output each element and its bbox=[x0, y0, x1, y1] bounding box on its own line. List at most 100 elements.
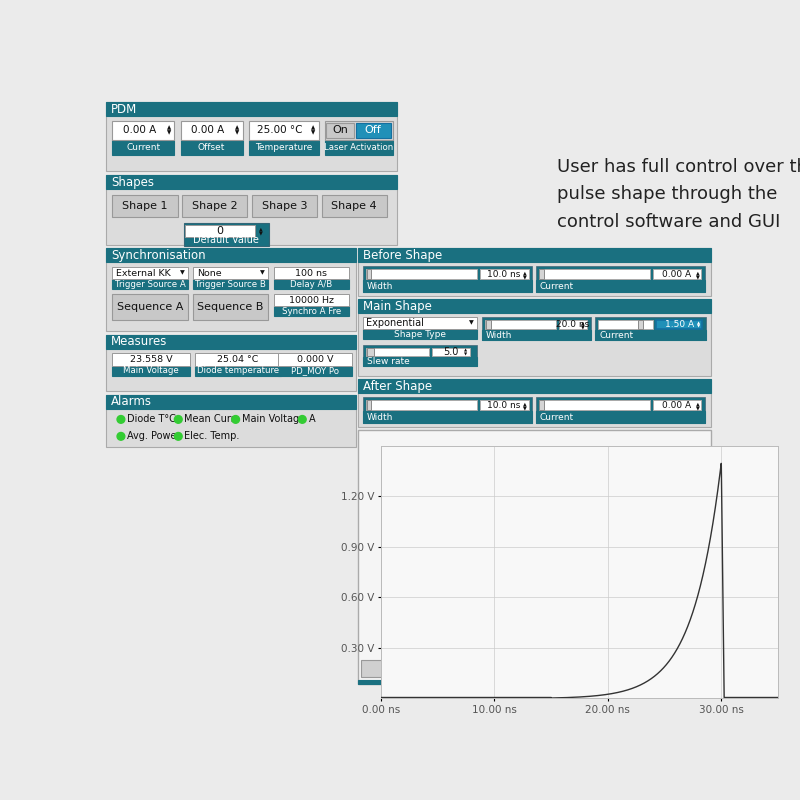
Text: Before Shape: Before Shape bbox=[362, 249, 442, 262]
Bar bbox=[482, 317, 590, 340]
Bar bbox=[106, 175, 397, 245]
Text: Sequence B: Sequence B bbox=[198, 302, 264, 312]
Text: Alarms: Alarms bbox=[111, 395, 152, 408]
Bar bbox=[325, 121, 393, 140]
Bar bbox=[657, 320, 702, 330]
Bar bbox=[653, 270, 702, 279]
Bar bbox=[638, 320, 642, 330]
Text: ▼: ▼ bbox=[167, 130, 171, 135]
Text: Shapes: Shapes bbox=[111, 176, 154, 189]
Text: ▲: ▲ bbox=[696, 401, 699, 406]
Text: ▼: ▼ bbox=[464, 352, 467, 356]
Text: ▼: ▼ bbox=[523, 274, 526, 279]
Text: 0.00 A: 0.00 A bbox=[123, 126, 156, 135]
Text: ▼: ▼ bbox=[311, 130, 315, 135]
Bar bbox=[485, 320, 557, 330]
Bar bbox=[322, 195, 386, 217]
Text: ▼: ▼ bbox=[697, 325, 700, 329]
Bar bbox=[595, 317, 706, 340]
Bar bbox=[653, 400, 702, 410]
Bar bbox=[195, 353, 281, 366]
Bar bbox=[366, 400, 478, 410]
Text: ▲: ▲ bbox=[235, 126, 239, 130]
Bar bbox=[362, 357, 478, 366]
Text: None: None bbox=[197, 269, 222, 278]
Bar bbox=[112, 279, 187, 290]
Text: Shape 3: Shape 3 bbox=[262, 201, 307, 211]
Text: Shape 1: Shape 1 bbox=[122, 201, 168, 211]
Text: ▼: ▼ bbox=[469, 321, 474, 326]
Bar bbox=[358, 680, 710, 684]
Bar bbox=[106, 249, 356, 331]
Circle shape bbox=[232, 415, 239, 423]
Bar bbox=[106, 175, 397, 189]
Bar bbox=[358, 249, 710, 262]
Bar bbox=[535, 280, 706, 292]
Bar bbox=[486, 320, 490, 330]
Text: ▲: ▲ bbox=[697, 321, 700, 325]
Bar bbox=[112, 353, 190, 366]
Bar bbox=[106, 249, 356, 262]
Circle shape bbox=[174, 433, 182, 440]
Text: Synchronisation: Synchronisation bbox=[111, 249, 206, 262]
Bar bbox=[366, 270, 371, 279]
Bar bbox=[274, 306, 349, 316]
Text: Width: Width bbox=[366, 282, 393, 290]
Text: 10.0 ns: 10.0 ns bbox=[487, 270, 521, 278]
Bar bbox=[106, 334, 356, 391]
Bar bbox=[106, 102, 397, 171]
Text: PD_MOY Po: PD_MOY Po bbox=[291, 366, 339, 375]
Bar bbox=[362, 397, 533, 423]
Text: Synchro A Fre: Synchro A Fre bbox=[282, 306, 341, 316]
Bar bbox=[358, 379, 710, 427]
Bar bbox=[598, 320, 654, 330]
Bar bbox=[112, 140, 174, 154]
Bar bbox=[112, 195, 178, 217]
Bar bbox=[538, 400, 650, 410]
Bar bbox=[558, 320, 586, 330]
Text: ▼: ▼ bbox=[260, 270, 265, 275]
Text: ▲: ▲ bbox=[523, 270, 526, 275]
Text: Laser Activation: Laser Activation bbox=[324, 142, 394, 152]
Bar bbox=[362, 330, 478, 339]
Bar bbox=[186, 225, 255, 237]
Bar bbox=[358, 299, 710, 376]
Bar bbox=[249, 140, 318, 154]
Bar bbox=[534, 660, 704, 677]
Text: User has full control over the
pulse shape through the
control software and GUI: User has full control over the pulse sha… bbox=[558, 158, 800, 231]
Text: ▼: ▼ bbox=[235, 130, 239, 135]
Bar bbox=[193, 294, 268, 320]
Bar bbox=[106, 334, 356, 349]
Bar bbox=[480, 400, 529, 410]
Circle shape bbox=[174, 415, 182, 423]
Text: ▲: ▲ bbox=[523, 401, 526, 406]
Bar bbox=[278, 353, 352, 366]
Text: 0.00 A: 0.00 A bbox=[662, 270, 691, 278]
Bar bbox=[274, 267, 349, 279]
Bar bbox=[325, 140, 393, 154]
Bar bbox=[362, 411, 533, 423]
Bar bbox=[366, 270, 478, 279]
Bar bbox=[432, 348, 470, 356]
Text: Trigger Source B: Trigger Source B bbox=[195, 280, 266, 289]
Text: Shape 2: Shape 2 bbox=[192, 201, 238, 211]
Text: PDM: PDM bbox=[111, 102, 137, 115]
Text: Exponential: Exponential bbox=[366, 318, 424, 328]
Text: Main Shape: Main Shape bbox=[362, 300, 432, 313]
Text: 0: 0 bbox=[217, 226, 224, 236]
Bar bbox=[367, 348, 374, 356]
Bar bbox=[480, 270, 529, 279]
Bar bbox=[358, 249, 710, 296]
Text: On: On bbox=[332, 126, 348, 135]
Bar bbox=[326, 123, 354, 138]
Bar bbox=[112, 366, 190, 375]
Bar bbox=[539, 400, 544, 410]
Bar bbox=[539, 270, 544, 279]
Text: ▼: ▼ bbox=[180, 270, 185, 275]
Text: ▼: ▼ bbox=[259, 230, 263, 235]
Text: ▼: ▼ bbox=[696, 274, 699, 279]
Text: ▼: ▼ bbox=[581, 325, 585, 330]
Bar bbox=[535, 411, 706, 423]
Circle shape bbox=[117, 433, 125, 440]
Circle shape bbox=[117, 415, 125, 423]
